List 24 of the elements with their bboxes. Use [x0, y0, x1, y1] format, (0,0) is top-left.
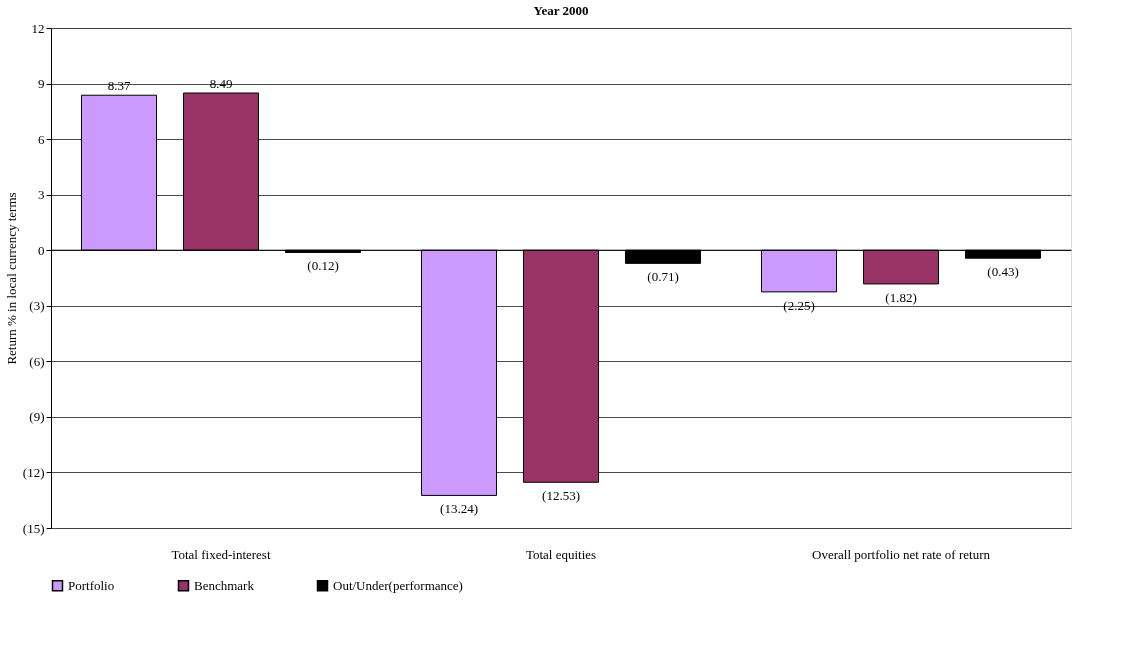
- legend-label: Benchmark: [194, 577, 255, 593]
- y-tick-label: 12: [31, 20, 45, 36]
- y-tick-label: 6: [38, 131, 45, 147]
- data-label: (12.53): [542, 488, 580, 504]
- x-tick-label: Total equities: [525, 546, 597, 562]
- y-tick-label: 9: [38, 76, 45, 92]
- y-tick-label: (9): [29, 409, 45, 425]
- x-tick-label: Total fixed-interest: [171, 546, 271, 562]
- data-label: (13.24): [440, 501, 478, 517]
- y-tick-label: (15): [22, 520, 45, 536]
- y-tick-label: (6): [29, 353, 45, 369]
- y-tick-label: 0: [38, 242, 45, 258]
- y-axis-title: Return % in local currency terms: [3, 192, 19, 365]
- y-tick-label: (3): [29, 298, 45, 314]
- data-label: (0.12): [307, 258, 339, 274]
- chart-title: Year 2000: [533, 3, 589, 18]
- legend-label: Out/Under(performance): [333, 577, 463, 593]
- data-label: (0.43): [987, 264, 1019, 280]
- data-label: (1.82): [885, 289, 917, 305]
- y-tick-label: (12): [22, 464, 45, 480]
- x-tick-label: Overall portfolio net rate of return: [812, 546, 991, 562]
- legend-label: Portfolio: [68, 577, 115, 593]
- y-tick-label: 3: [38, 187, 45, 203]
- data-label: (0.71): [647, 269, 679, 285]
